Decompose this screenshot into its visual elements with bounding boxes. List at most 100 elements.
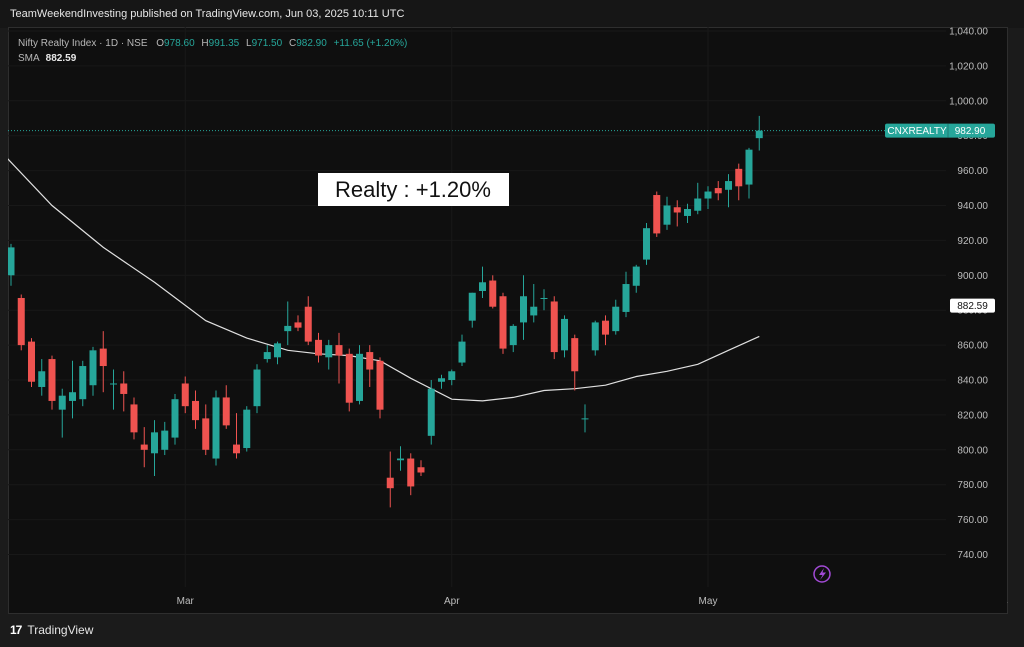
candlestick-chart[interactable]: 1,040.001,020.001,000.00980.00960.00940.… [8,27,1008,614]
candle[interactable] [479,266,486,298]
candle[interactable] [110,369,117,410]
candle[interactable] [99,331,107,393]
candle[interactable] [315,332,322,363]
candle[interactable] [468,292,476,328]
candle[interactable] [561,315,568,358]
candle[interactable] [509,324,517,353]
candle[interactable] [704,186,712,209]
candle-body [550,301,558,353]
candle-body [38,371,46,387]
candle[interactable] [489,275,497,309]
candle[interactable] [684,203,691,223]
candle[interactable] [202,404,210,456]
candle[interactable] [735,163,743,201]
candle[interactable] [28,338,35,387]
candle[interactable] [253,364,261,414]
candle[interactable] [632,264,640,293]
tradingview-logo-icon[interactable]: 17 [10,623,22,637]
candle[interactable] [663,196,671,230]
candle[interactable] [458,334,466,367]
candle[interactable] [8,243,15,286]
candle-body [17,297,25,346]
candle[interactable] [417,460,425,476]
candle[interactable] [48,355,56,410]
candle[interactable] [571,334,579,391]
candle-body [69,392,76,401]
candle[interactable] [69,360,76,419]
candle[interactable] [540,289,548,311]
candle[interactable] [233,413,240,459]
candle[interactable] [427,380,435,445]
candle[interactable] [366,345,374,387]
price-tick-label: 940.00 [957,201,988,212]
candle[interactable] [386,451,394,508]
candle[interactable] [151,420,158,476]
candle[interactable] [38,359,46,396]
candle-body [407,458,415,487]
candle[interactable] [397,446,404,471]
candle-body [612,306,620,332]
candle[interactable] [89,346,97,396]
candle-body [28,341,35,382]
candle[interactable] [130,397,138,440]
candle-body [499,296,507,349]
candle-body [458,341,466,363]
candle[interactable] [530,284,538,323]
candle[interactable] [725,174,732,208]
price-tick-label: 800.00 [957,445,988,456]
price-tick-label: 1,020.00 [949,61,988,72]
candle-body [335,345,343,356]
candle[interactable] [181,376,189,414]
candle[interactable] [356,345,363,405]
candle[interactable] [192,390,199,429]
candle[interactable] [325,339,333,370]
candle[interactable] [581,404,589,433]
candle[interactable] [714,181,722,201]
candle[interactable] [376,357,384,419]
candle[interactable] [602,315,609,346]
candle[interactable] [673,200,681,227]
sma-label[interactable]: SMA [18,53,40,64]
candle[interactable] [745,147,753,199]
candle[interactable] [243,406,251,452]
candle[interactable] [120,371,128,412]
candle[interactable] [58,388,66,438]
candle[interactable] [694,182,702,215]
candle[interactable] [755,115,763,151]
candle[interactable] [222,385,230,429]
candle[interactable] [294,315,302,332]
candle[interactable] [622,271,630,318]
candle[interactable] [263,345,271,363]
lightning-icon[interactable] [813,565,831,583]
candle[interactable] [17,294,25,351]
candle[interactable] [345,348,353,412]
candle[interactable] [438,374,445,389]
candle[interactable] [591,320,599,356]
candle[interactable] [284,301,292,346]
candle[interactable] [643,222,650,265]
candle[interactable] [653,191,661,237]
candle[interactable] [335,332,343,384]
candle[interactable] [140,427,148,468]
candle[interactable] [520,275,527,340]
candle[interactable] [448,369,456,386]
candle[interactable] [407,453,415,496]
candle[interactable] [274,341,281,365]
symbol-price-tag: CNXREALTY 982.90 [885,123,995,138]
candle[interactable] [612,299,620,335]
candle-body [663,205,671,225]
candle-body [694,198,702,211]
candle[interactable] [161,421,169,456]
candle[interactable] [171,393,179,445]
candle[interactable] [304,296,312,346]
price-tick-label: 760.00 [957,515,988,526]
tradingview-brand[interactable]: TradingView [27,623,94,637]
realty-annotation[interactable]: Realty : +1.20% [318,173,509,206]
candle[interactable] [499,292,507,354]
candle-body [745,149,753,185]
candle[interactable] [79,360,87,407]
change-value: +11.65 (+1.20%) [333,38,408,49]
symbol-name[interactable]: Nifty Realty Index · 1D · NSE [18,38,148,49]
candle[interactable] [550,296,558,360]
candle[interactable] [212,390,220,466]
